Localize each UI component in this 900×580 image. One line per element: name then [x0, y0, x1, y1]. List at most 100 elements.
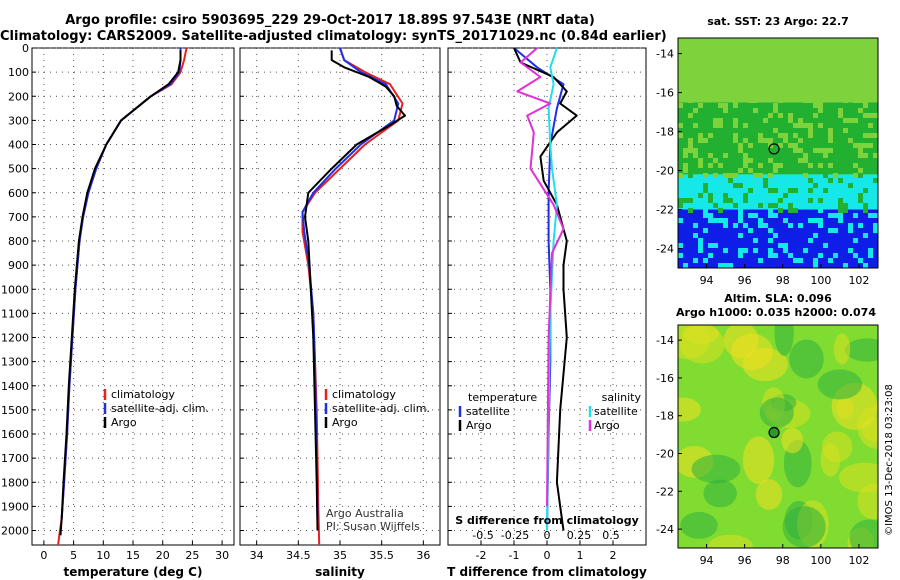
- sst-cell: [703, 258, 708, 263]
- sst-cell: [683, 153, 688, 158]
- sst-cell: [768, 138, 773, 143]
- sst-cell: [813, 258, 818, 263]
- sst-cell: [843, 128, 848, 133]
- series-line-argo: [59, 50, 182, 536]
- sst-cell: [708, 48, 713, 53]
- sst-cell: [808, 153, 813, 158]
- map-body: [678, 325, 878, 548]
- sst-cell: [798, 48, 803, 53]
- sst-cell: [723, 153, 728, 158]
- sst-cell: [783, 73, 788, 78]
- sst-cell: [818, 208, 823, 213]
- sst-cell: [738, 253, 743, 258]
- sla-blob: [759, 397, 794, 428]
- sst-cell: [778, 198, 783, 203]
- sst-cell: [738, 143, 743, 148]
- sst-cell: [808, 123, 813, 128]
- map-body: [678, 38, 878, 268]
- sla-blob: [730, 333, 774, 370]
- sst-cell: [843, 208, 848, 213]
- sst-cell: [728, 198, 733, 203]
- sst-cell: [688, 173, 693, 178]
- sst-cell: [813, 263, 818, 268]
- sst-cell: [738, 118, 743, 123]
- sst-cell: [853, 78, 858, 83]
- sst-map: 94 96 98 100 102 -14 -16 -18 -20 -22 -24: [656, 37, 879, 287]
- sst-cell: [688, 233, 693, 238]
- sst-cell: [873, 133, 878, 138]
- sst-cell: [708, 153, 713, 158]
- sst-cell: [718, 263, 723, 268]
- sst-cell: [813, 233, 818, 238]
- sst-cell: [823, 58, 828, 63]
- sst-cell: [858, 98, 863, 103]
- sst-cell: [693, 233, 698, 238]
- sst-cell: [793, 228, 798, 233]
- sst-cell: [728, 68, 733, 73]
- sst-cell: [843, 38, 848, 43]
- sst-cell: [728, 93, 733, 98]
- sst-cell: [823, 113, 828, 118]
- sst-cell: [868, 243, 873, 248]
- sst-cell: [838, 123, 843, 128]
- sst-cell: [828, 128, 833, 133]
- sst-cell: [733, 133, 738, 138]
- sst-cell: [868, 183, 873, 188]
- sst-cell: [713, 248, 718, 253]
- sst-cell: [843, 48, 848, 53]
- tick-label-y: 1800: [1, 476, 29, 489]
- sst-cell: [738, 248, 743, 253]
- sst-cell: [808, 238, 813, 243]
- sla-blob: [820, 443, 841, 477]
- sst-cell: [823, 243, 828, 248]
- sst-cell: [848, 103, 853, 108]
- timestamp-watermark: ©IMOS 13-Dec-2018 03:23:08: [884, 384, 895, 536]
- sst-cell: [688, 143, 693, 148]
- sst-cell: [763, 178, 768, 183]
- sst-cell: [813, 213, 818, 218]
- sst-cell: [703, 63, 708, 68]
- sst-cell: [693, 223, 698, 228]
- sst-cell: [838, 113, 843, 118]
- sst-cell: [678, 258, 683, 263]
- sst-cell: [868, 253, 873, 258]
- sst-cell: [713, 243, 718, 248]
- sst-cell: [728, 53, 733, 58]
- sst-cell: [833, 163, 838, 168]
- sst-cell: [828, 178, 833, 183]
- sst-cell: [678, 103, 683, 108]
- sst-cell: [863, 208, 868, 213]
- panel-frame-1: [239, 47, 441, 546]
- sst-cell: [848, 183, 853, 188]
- map-tick-label-x: 100: [810, 554, 831, 567]
- sst-cell: [713, 48, 718, 53]
- map-tick-label-x: 94: [700, 274, 714, 287]
- sst-cell: [693, 148, 698, 153]
- sst-cell: [773, 168, 778, 173]
- sst-cell: [778, 133, 783, 138]
- sst-cell: [863, 153, 868, 158]
- sst-cell: [718, 103, 723, 108]
- sst-cell: [723, 178, 728, 183]
- sst-cell: [678, 198, 683, 203]
- sst-cell: [798, 158, 803, 163]
- tick-label-x: 20: [156, 549, 170, 562]
- sst-cell: [718, 53, 723, 58]
- sst-cell: [743, 153, 748, 158]
- sst-cell: [738, 233, 743, 238]
- sst-cell: [723, 88, 728, 93]
- sst-cell: [703, 188, 708, 193]
- sst-cell: [873, 73, 878, 78]
- sla-blob: [691, 454, 741, 484]
- map-tick-label-x: 102: [848, 274, 869, 287]
- sst-cell: [853, 88, 858, 93]
- sst-cell: [683, 163, 688, 168]
- sst-cell: [708, 213, 713, 218]
- sst-cell: [713, 103, 718, 108]
- sla-blob: [857, 483, 878, 520]
- map-frame: [677, 324, 879, 549]
- sst-cell: [803, 103, 808, 108]
- tick-label-x: 35.5: [369, 549, 394, 562]
- sst-cell: [833, 63, 838, 68]
- legend-label: satellite-adj. clim.: [332, 402, 430, 415]
